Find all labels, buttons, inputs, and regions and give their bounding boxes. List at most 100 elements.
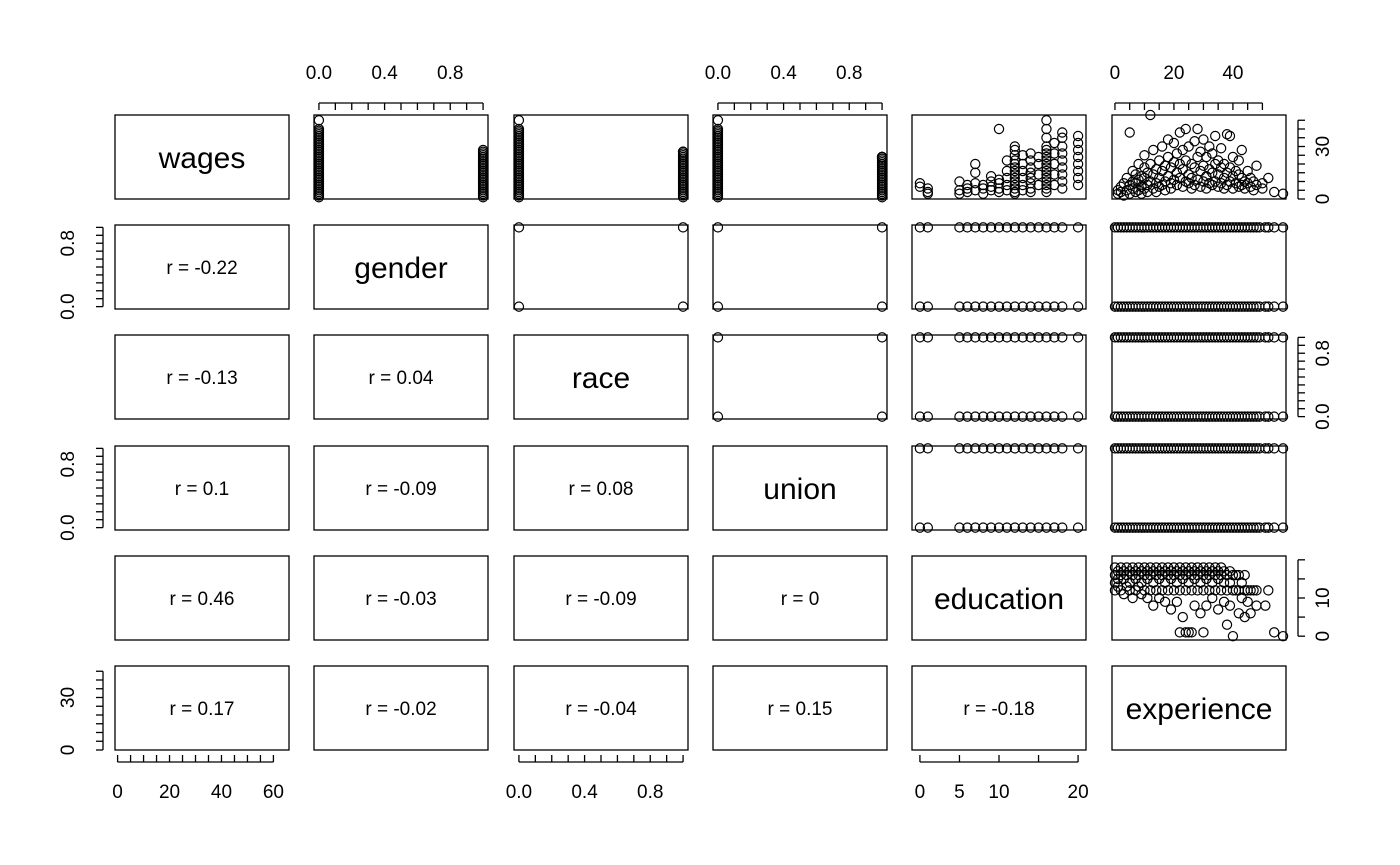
data-point bbox=[1221, 129, 1233, 140]
data-point bbox=[1156, 165, 1168, 177]
correlation-label: r = 0.17 bbox=[170, 699, 235, 720]
diagonal-label-education: education bbox=[934, 583, 1064, 616]
data-point bbox=[993, 123, 1005, 135]
data-point bbox=[1245, 608, 1256, 619]
data-point bbox=[970, 332, 981, 343]
data-point bbox=[1072, 411, 1084, 422]
data-point bbox=[1177, 611, 1188, 623]
data-point bbox=[1112, 188, 1124, 199]
data-point bbox=[962, 222, 973, 233]
data-point bbox=[1180, 176, 1191, 187]
data-point bbox=[1127, 592, 1138, 604]
data-point bbox=[1001, 301, 1013, 312]
data-point bbox=[1248, 522, 1259, 533]
data-point bbox=[1009, 172, 1021, 184]
data-point bbox=[1236, 592, 1247, 604]
data-point bbox=[1189, 179, 1200, 191]
panel-box bbox=[114, 224, 290, 310]
data-point bbox=[1017, 172, 1028, 184]
data-point bbox=[1263, 522, 1274, 533]
diagonal-label-union: union bbox=[763, 473, 836, 506]
data-point bbox=[1025, 332, 1036, 343]
data-point bbox=[1159, 596, 1171, 608]
data-point bbox=[1251, 600, 1262, 611]
panel-box bbox=[712, 555, 888, 641]
data-point bbox=[1204, 164, 1215, 175]
data-point bbox=[1227, 585, 1239, 596]
correlation-label: r = -0.13 bbox=[166, 368, 237, 389]
panel-box bbox=[313, 224, 489, 310]
correlation-label: r = -0.09 bbox=[365, 479, 436, 500]
data-point bbox=[1201, 171, 1212, 182]
panel-box bbox=[313, 555, 489, 641]
data-point bbox=[985, 522, 997, 533]
data-point bbox=[1057, 169, 1068, 180]
data-point bbox=[1189, 136, 1200, 147]
tick-label: 0.8 bbox=[637, 782, 663, 803]
data-point bbox=[1133, 174, 1144, 185]
tick-label: 20 bbox=[159, 782, 180, 803]
data-point bbox=[1269, 186, 1280, 198]
data-point bbox=[1248, 443, 1259, 454]
data-point bbox=[1248, 301, 1259, 312]
data-point bbox=[1072, 158, 1084, 170]
data-point bbox=[1263, 301, 1274, 312]
data-point bbox=[1001, 522, 1013, 533]
data-point bbox=[1127, 176, 1138, 187]
data-point bbox=[1072, 522, 1084, 533]
data-point bbox=[1041, 158, 1052, 170]
data-point bbox=[970, 158, 981, 170]
data-point bbox=[962, 522, 973, 533]
correlation-label: r = 0.08 bbox=[569, 479, 634, 500]
data-point bbox=[1198, 176, 1209, 187]
data-point bbox=[1153, 592, 1165, 604]
data-point bbox=[1009, 332, 1021, 343]
tick-label: 5 bbox=[954, 782, 965, 803]
data-point bbox=[954, 332, 965, 343]
data-point bbox=[1251, 585, 1262, 596]
correlation-label: r = -0.03 bbox=[365, 589, 436, 610]
data-point bbox=[1057, 141, 1068, 152]
data-point bbox=[970, 411, 981, 422]
panel-box bbox=[1111, 114, 1287, 200]
data-point bbox=[1277, 332, 1289, 343]
data-point bbox=[954, 188, 965, 199]
data-point bbox=[1057, 148, 1068, 159]
data-point bbox=[1049, 169, 1060, 180]
data-point bbox=[1148, 600, 1159, 611]
data-point bbox=[922, 332, 934, 343]
data-point bbox=[1151, 164, 1162, 175]
data-point bbox=[1072, 165, 1084, 177]
data-point bbox=[993, 522, 1005, 533]
data-point bbox=[914, 178, 926, 189]
data-point bbox=[1124, 179, 1135, 191]
data-point bbox=[993, 301, 1005, 312]
data-point bbox=[922, 522, 934, 533]
data-point bbox=[1148, 183, 1159, 194]
panel-box bbox=[911, 114, 1087, 200]
correlation-label: r = -0.18 bbox=[963, 699, 1034, 720]
data-point bbox=[1162, 585, 1174, 596]
data-point bbox=[1224, 176, 1236, 187]
data-point bbox=[1001, 222, 1013, 233]
tick-label: 30 bbox=[58, 687, 79, 708]
panel-box bbox=[114, 334, 290, 420]
data-point bbox=[1001, 443, 1013, 454]
data-point bbox=[1121, 172, 1132, 184]
correlation-label: r = 0.04 bbox=[369, 368, 434, 389]
data-point bbox=[1153, 181, 1165, 192]
labels: wages gender race union education experience r… bbox=[58, 63, 1334, 803]
tick-label: 0.0 bbox=[58, 514, 79, 540]
data-point bbox=[1017, 411, 1028, 422]
correlation-label: r = -0.04 bbox=[565, 699, 637, 720]
data-point bbox=[1041, 443, 1052, 454]
data-point bbox=[1257, 183, 1268, 194]
data-point bbox=[1009, 522, 1021, 533]
tick-label: 30 bbox=[1313, 136, 1334, 157]
data-point bbox=[1156, 585, 1168, 596]
data-point bbox=[1041, 301, 1052, 312]
data-point bbox=[1218, 596, 1230, 608]
data-point bbox=[993, 178, 1005, 189]
data-point bbox=[1239, 569, 1250, 581]
